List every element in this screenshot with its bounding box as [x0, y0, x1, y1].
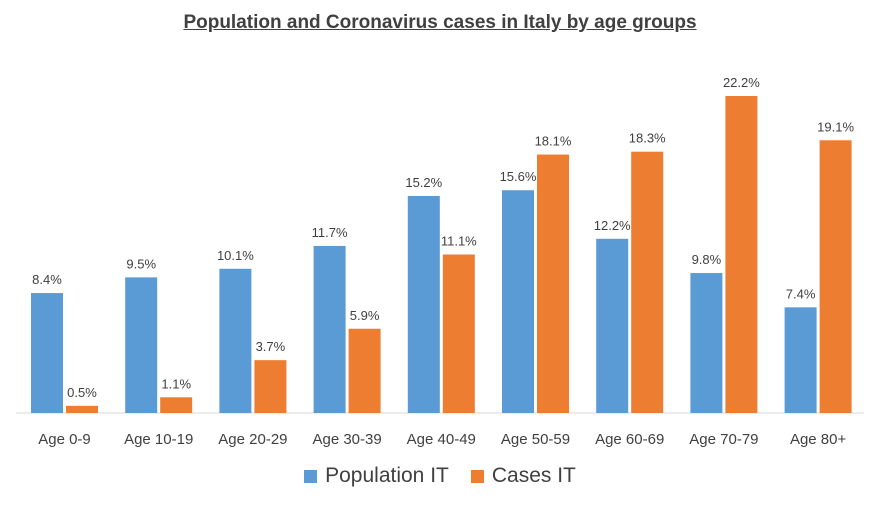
bar-population-2 — [219, 268, 252, 413]
category-label-3: Age 30-39 — [312, 431, 381, 448]
legend-swatch-population — [304, 469, 318, 483]
data-label-cases-1: 1.1% — [161, 376, 191, 391]
bar-cases-6 — [631, 151, 664, 413]
bar-labels-layer: 8.4% 0.5% 9.5% 1.1% 10.1% 3.7% 11.7% 5.9% 15.2% 1… — [32, 75, 854, 400]
bar-population-3 — [313, 245, 346, 413]
bar-cases-4 — [442, 254, 475, 413]
data-label-cases-5: 18.1% — [535, 134, 572, 149]
category-label-6: Age 60-69 — [595, 431, 664, 448]
legend-label-population: Population IT — [325, 464, 449, 487]
data-label-population-7: 9.8% — [692, 252, 722, 267]
data-label-cases-3: 5.9% — [350, 308, 380, 323]
category-label-7: Age 70-79 — [689, 431, 758, 448]
data-label-cases-8: 19.1% — [817, 119, 854, 134]
legend-label-cases: Cases IT — [491, 464, 576, 487]
bar-population-4 — [407, 195, 440, 413]
legend-swatch-cases — [470, 469, 484, 483]
category-label-2: Age 20-29 — [218, 431, 287, 448]
bars-layer — [31, 96, 852, 414]
bar-population-8 — [784, 307, 817, 413]
bar-population-5 — [502, 190, 534, 413]
data-label-population-6: 12.2% — [594, 218, 631, 233]
legend-item-population: Population IT — [304, 464, 449, 488]
data-label-population-8: 7.4% — [786, 286, 816, 301]
category-label-8: Age 80+ — [790, 431, 847, 448]
data-label-cases-4: 11.1% — [441, 234, 477, 249]
data-label-population-2: 10.1% — [217, 248, 254, 263]
bar-cases-1 — [160, 397, 193, 413]
legend-item-cases: Cases IT — [470, 464, 576, 488]
data-label-population-0: 8.4% — [32, 272, 62, 287]
category-label-5: Age 50-59 — [501, 431, 570, 448]
bar-population-0 — [31, 293, 63, 413]
category-label-4: Age 40-49 — [407, 431, 476, 448]
legend: Population IT Cases IT — [0, 464, 880, 488]
category-label-0: Age 0-9 — [38, 431, 91, 448]
data-label-population-3: 11.7% — [312, 225, 348, 240]
category-labels-layer: Age 0-9 Age 10-19 Age 20-29 Age 30-39 Age 40… — [38, 431, 846, 448]
bar-cases-7 — [725, 96, 758, 413]
data-label-cases-6: 18.3% — [629, 131, 666, 146]
data-label-cases-0: 0.5% — [67, 385, 97, 400]
data-label-cases-7: 22.2% — [723, 75, 760, 90]
bar-population-7 — [690, 273, 723, 413]
bar-cases-0 — [66, 405, 98, 413]
bar-cases-2 — [254, 360, 287, 413]
bar-population-6 — [596, 238, 629, 413]
bar-population-1 — [125, 277, 158, 413]
bar-cases-8 — [819, 140, 852, 414]
category-label-1: Age 10-19 — [124, 431, 193, 448]
chart-title: Population and Coronavirus cases in Ital… — [183, 12, 697, 33]
bar-cases-5 — [537, 154, 569, 413]
bar-cases-3 — [348, 328, 381, 413]
data-label-cases-2: 3.7% — [256, 339, 286, 354]
data-label-population-1: 9.5% — [126, 256, 156, 271]
data-label-population-4: 15.2% — [405, 175, 442, 190]
data-label-population-5: 15.6% — [500, 169, 537, 184]
